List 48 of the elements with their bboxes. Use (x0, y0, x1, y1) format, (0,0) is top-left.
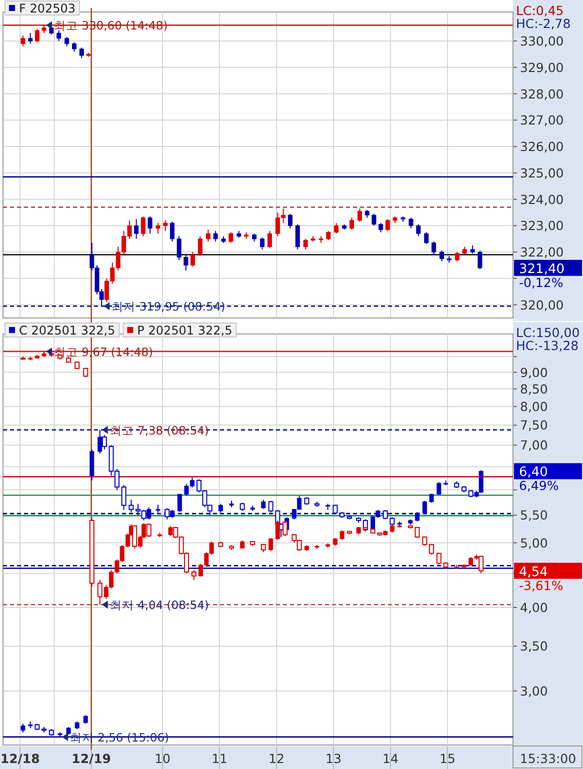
x-tick-label: 12 (268, 751, 284, 766)
text: -3,61% (519, 578, 564, 593)
legend-label: P 202501 322,5 (137, 324, 232, 338)
y-tick-label: 324,00 (520, 192, 564, 207)
text: 321,40 (519, 262, 564, 277)
y-tick-label: 326,00 (520, 139, 564, 154)
legend: C 202501 322,5 (4, 322, 120, 338)
y-tick-label: 9,00 (520, 364, 548, 380)
y-tick-label: 330,00 (520, 34, 564, 49)
text: HC:-2,78 (516, 16, 571, 31)
annotation: 최저 319,95 (08:54) (112, 300, 226, 314)
legend: F 202503 (4, 0, 80, 16)
y-tick-label: 320,00 (520, 297, 564, 312)
x-tick-label: 12/19 (72, 751, 112, 766)
text: 6,49% (519, 478, 559, 494)
y-tick-label: 328,00 (520, 86, 564, 102)
x-tick-label: 14 (382, 751, 398, 766)
y-tick-label: 7,50 (520, 418, 548, 433)
x-tick-label: 10 (154, 751, 171, 766)
y-tick-label: 325,00 (520, 165, 564, 180)
y-tick-label: 8,00 (520, 398, 548, 414)
y-tick-label: 323,00 (520, 218, 564, 234)
annotation: 최고 7,38 (08:54) (110, 423, 209, 438)
y-tick-label: 3,50 (520, 638, 548, 654)
x-tick-label: 13 (326, 751, 342, 766)
y-tick-label: 4,00 (520, 600, 548, 616)
x-tick-label: 11 (212, 751, 228, 766)
text: HC:-13,28 (516, 338, 579, 353)
time-stamp: 15:33:00 (512, 746, 582, 768)
text: 4,54 (519, 564, 548, 580)
legend-label: F 202503 (19, 2, 76, 16)
x-tick-label: 12/18 (0, 751, 40, 766)
y-tick-label: 3,00 (520, 683, 548, 698)
x-tick-label: 15 (440, 751, 456, 766)
y-tick-label: 329,00 (520, 60, 564, 75)
y-tick-label: 8,50 (520, 381, 548, 396)
y-tick-label: 5,50 (520, 508, 548, 523)
text: -0,12% (519, 274, 564, 290)
y-tick-label: 5,00 (520, 535, 548, 550)
text: LC:150,00 (516, 325, 580, 340)
text: LC:0,45 (516, 3, 564, 18)
text: 6,40 (519, 465, 548, 480)
y-tick-label: 7,00 (520, 438, 548, 453)
annotation: 최저 4,04 (08:54) (110, 598, 209, 612)
legend-label: C 202501 322,5 (19, 324, 116, 338)
y-tick-label: 327,00 (520, 112, 564, 128)
legend: P 202501 322,5 (122, 322, 237, 338)
y-tick-label: 322,00 (520, 244, 564, 260)
